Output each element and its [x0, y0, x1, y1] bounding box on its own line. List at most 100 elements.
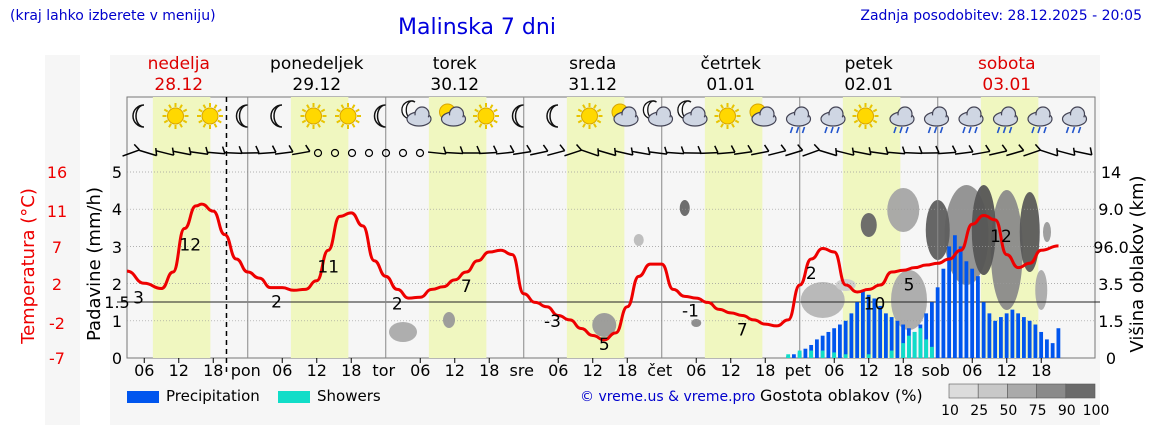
day-name: petek [845, 54, 893, 74]
temperature-label: 2 [392, 294, 403, 314]
temperature-label: 3 [133, 288, 144, 308]
cloud-night-icon [642, 100, 674, 127]
wind-calm-marker [398, 148, 408, 158]
x-tick-label: 18 [341, 361, 361, 380]
x-day-label: pon [231, 361, 261, 380]
x-tick-label: 12 [859, 361, 879, 380]
wind-barb [156, 147, 175, 156]
precipitation-bar [924, 313, 929, 358]
moon-icon [546, 104, 559, 128]
precipitation-bar [953, 235, 957, 358]
day-name: sobota [978, 54, 1036, 74]
precipitation-tick-label: 2 [112, 275, 122, 294]
cloud-height-tick-label: 0 [1106, 349, 1116, 368]
precipitation-bar [935, 287, 940, 358]
sun-cloud-icon [611, 103, 639, 127]
precipitation-bar [849, 313, 854, 358]
day-date: 01.01 [706, 75, 755, 95]
day-name: četrtek [701, 54, 762, 74]
precipitation-tick-label: 1.5 [104, 293, 129, 312]
wind-barb [751, 144, 770, 156]
sun-icon [852, 103, 879, 129]
showers-bar [820, 350, 825, 358]
sun-icon [473, 103, 499, 129]
wind-barb [903, 145, 923, 155]
wind-barb [869, 146, 889, 155]
wind-barb [547, 144, 566, 157]
wind-barb [189, 146, 209, 155]
daylight-band [152, 97, 211, 358]
temperature-label: -3 [544, 312, 561, 332]
cloud-density-blob [592, 313, 617, 337]
showers-bar [901, 343, 906, 358]
x-tick-label: 06 [962, 361, 982, 380]
wind-barb [512, 144, 532, 156]
x-tick-label: 12 [721, 361, 741, 380]
sun-cloud-icon [749, 103, 777, 127]
precipitation-tick-label: 4 [112, 200, 122, 219]
x-day-label: čet [647, 361, 672, 380]
wind-barb [632, 146, 651, 156]
temperature-tick-label: 11 [47, 202, 67, 221]
precipitation-bar [1056, 328, 1061, 358]
cloud-density-blob [891, 270, 927, 330]
cloud-height-tick-label: 1.5 [1098, 312, 1123, 331]
cloud-density-swatch [977, 383, 1008, 399]
day-date: 30.12 [430, 75, 479, 95]
precipitation-tick-label: 3 [112, 238, 122, 257]
precipitation-bar [792, 354, 796, 358]
wind-barb [223, 145, 243, 155]
cloud-height-tick-label: 3.5 [1098, 275, 1123, 294]
cloud-density-blob [1019, 192, 1040, 272]
cloud-density-blob [1035, 270, 1048, 310]
wind-barb [802, 143, 821, 157]
cloud-sun-icon [439, 103, 467, 127]
cloud-density-swatch [948, 383, 979, 399]
precipitation-bar [976, 276, 980, 358]
cloud-rain-icon [889, 106, 915, 134]
cloud-rain-icon [958, 106, 984, 134]
precipitation-bar [855, 302, 860, 358]
cloud-density-tick: 10 [941, 403, 959, 419]
precipitation-bar [1016, 313, 1021, 358]
temperature-tick-label: -2 [49, 314, 65, 333]
cloud-night-icon [401, 100, 432, 127]
temperature-tick-label: 2 [52, 275, 62, 294]
day-name: nedelja [148, 54, 210, 74]
x-tick-label: 12 [583, 361, 603, 380]
wind-barb [274, 144, 294, 155]
precipitation-tick-label: 0 [112, 349, 122, 368]
day-date: 03.01 [982, 75, 1031, 95]
wind-barb [954, 144, 974, 155]
showers-bar [797, 350, 802, 358]
temperature-label: 5 [904, 275, 915, 295]
cloud-density-blob [389, 322, 417, 342]
cloud-density-tick: 25 [970, 403, 988, 419]
wind-barb [836, 147, 855, 156]
x-tick-label: 18 [479, 361, 499, 380]
showers-bar [889, 350, 894, 358]
region-hint: (kraj lahko izberete v meniju) [10, 8, 216, 24]
moon-icon [511, 104, 524, 128]
cloud-density-blob [633, 234, 644, 246]
precipitation-bar [826, 331, 831, 358]
cloud-rain-icon [820, 106, 846, 134]
x-tick-label: 12 [997, 361, 1017, 380]
wind-barb [530, 144, 549, 156]
cloud-density-blob [679, 200, 690, 216]
wind-barb [785, 144, 804, 157]
wind-barb [462, 145, 481, 154]
precipitation-bar [1039, 331, 1044, 358]
precipitation-bar [941, 268, 946, 358]
sun-icon [576, 103, 603, 129]
cloud-night-icon [677, 100, 708, 127]
credit-link[interactable]: © vreme.us & vreme.pro [580, 389, 756, 405]
temperature-label: 2 [806, 264, 817, 284]
precipitation-bar [993, 320, 998, 358]
temperature-tick-label: 16 [47, 163, 67, 182]
cloud-density-blob [443, 312, 455, 328]
x-tick-label: 18 [203, 361, 223, 380]
precipitation-bar [1027, 320, 1032, 358]
cloud-density-tick: 50 [999, 403, 1017, 419]
cloud-density-blob [971, 185, 996, 275]
